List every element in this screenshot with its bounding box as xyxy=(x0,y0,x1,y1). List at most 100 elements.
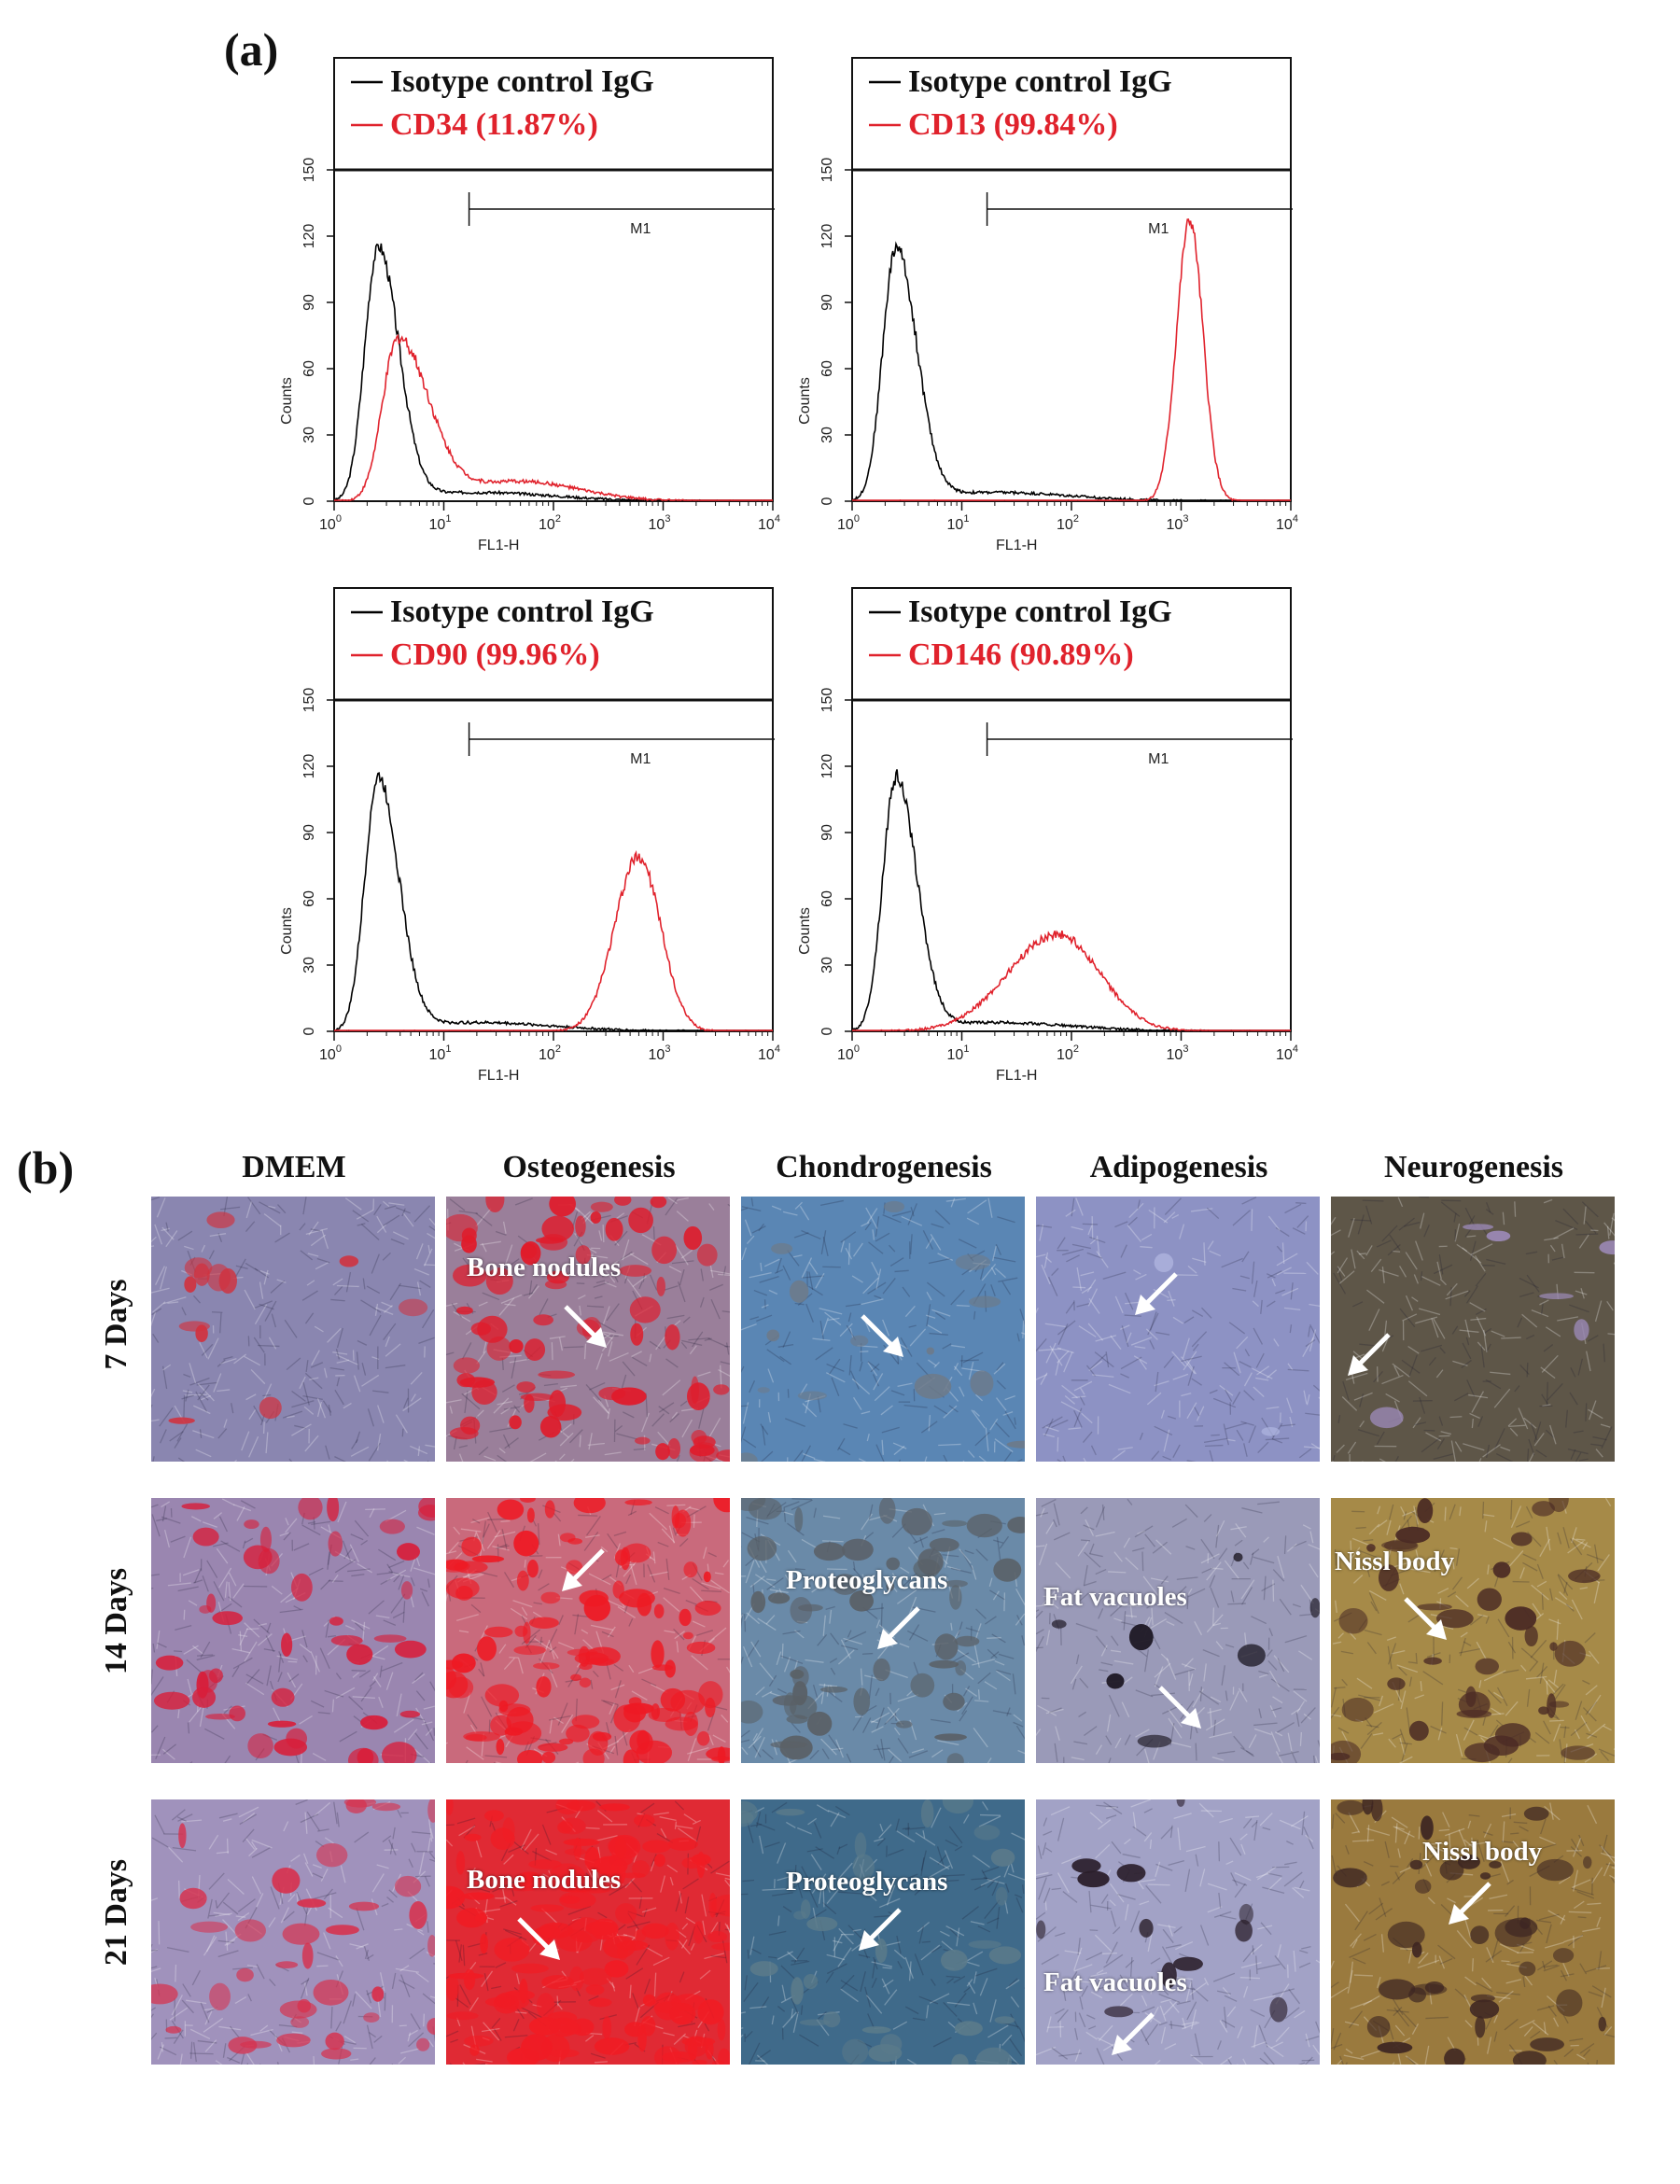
cell-fiber xyxy=(882,1214,902,1224)
cell-fiber xyxy=(926,1880,933,1889)
cell-fiber xyxy=(936,1846,945,1869)
cell-fiber xyxy=(860,1971,866,1993)
cell-fiber xyxy=(1275,1751,1283,1763)
cell-fiber xyxy=(944,1850,954,1869)
cell-fiber xyxy=(675,1893,682,1912)
cell-fiber xyxy=(216,1547,229,1564)
cell-fiber xyxy=(175,1625,192,1631)
stain-spot xyxy=(975,2047,1012,2065)
stain-spot xyxy=(1523,1806,1549,1821)
arrow-icon xyxy=(859,1908,902,1951)
cell-fiber xyxy=(768,1955,777,1959)
cell-fiber xyxy=(1192,1688,1204,1708)
cell-fiber xyxy=(503,1928,522,1935)
stain-spot xyxy=(533,1314,553,1326)
cell-fiber xyxy=(248,1847,258,1857)
cell-fiber xyxy=(1589,1400,1597,1421)
stain-spot xyxy=(819,1686,848,1693)
stain-spot xyxy=(563,1838,600,1846)
cell-fiber xyxy=(1399,1729,1407,1744)
cell-fiber xyxy=(245,1393,257,1401)
cell-fiber xyxy=(1236,1336,1249,1350)
stain-spot xyxy=(609,1859,626,1887)
cell-fiber xyxy=(558,1453,566,1461)
micrograph-texture xyxy=(1036,1197,1320,1462)
cell-fiber xyxy=(242,1828,255,1843)
cell-fiber xyxy=(746,1517,769,1525)
cell-fiber xyxy=(965,1961,980,1967)
y-axis-label: Counts xyxy=(797,907,813,955)
cell-fiber xyxy=(343,2000,352,2024)
cell-fiber xyxy=(1549,1424,1557,1445)
stain-spot xyxy=(1337,1799,1365,1815)
cell-fiber xyxy=(929,1332,948,1336)
cell-fiber xyxy=(413,1267,429,1276)
cell-fiber xyxy=(161,1505,167,1522)
y-tick-label: 120 xyxy=(301,754,317,779)
cell-fiber xyxy=(1404,1830,1411,1845)
cell-fiber xyxy=(801,1866,812,1885)
cell-fiber xyxy=(271,1585,283,1595)
cell-fiber xyxy=(279,1608,303,1614)
cell-fiber xyxy=(937,1854,947,1865)
cell-fiber xyxy=(725,1666,730,1673)
cell-fiber xyxy=(1015,1725,1025,1741)
cell-fiber xyxy=(959,1548,972,1564)
cell-fiber xyxy=(1243,1443,1248,1457)
cell-fiber xyxy=(897,1693,919,1702)
cell-fiber xyxy=(1399,1737,1406,1756)
y-tick-label: 30 xyxy=(819,957,835,973)
cell-fiber xyxy=(1546,1381,1548,1406)
stain-spot xyxy=(1552,1948,1575,1963)
cell-fiber xyxy=(1036,1545,1045,1547)
cell-fiber xyxy=(836,1846,841,1855)
cell-fiber xyxy=(1591,1867,1603,1884)
cell-fiber xyxy=(1065,1301,1075,1314)
cell-fiber xyxy=(897,1961,903,1969)
cell-fiber xyxy=(1351,1939,1358,1949)
cell-fiber xyxy=(393,1231,409,1240)
cell-fiber xyxy=(368,1442,381,1462)
cell-fiber xyxy=(304,1372,323,1390)
cell-fiber xyxy=(336,1327,343,1349)
cell-fiber xyxy=(1452,1561,1455,1570)
cell-fiber xyxy=(335,2021,343,2032)
cell-fiber xyxy=(483,1973,489,1992)
cell-fiber xyxy=(1036,1629,1044,1635)
cell-fiber xyxy=(1248,1425,1257,1444)
cell-fiber xyxy=(429,1858,435,1862)
cell-fiber xyxy=(455,1997,469,2009)
cell-fiber xyxy=(155,1736,166,1759)
stain-spot xyxy=(940,1949,968,1971)
stain-spot xyxy=(966,1513,1002,1538)
micrograph-neurogenesis-7-days xyxy=(1331,1197,1615,1462)
cell-fiber xyxy=(692,1331,704,1348)
cell-fiber xyxy=(882,1278,896,1295)
cell-fiber xyxy=(1592,1435,1607,1441)
cell-fiber xyxy=(1046,2016,1052,2033)
cell-fiber xyxy=(676,1197,689,1201)
cell-fiber xyxy=(1302,1337,1314,1357)
legend-entry: Isotype control IgG xyxy=(908,64,1172,99)
cell-fiber xyxy=(753,1289,768,1296)
cell-fiber xyxy=(514,1197,533,1206)
cell-fiber xyxy=(1295,1712,1300,1727)
cell-fiber xyxy=(493,2028,502,2041)
cell-fiber xyxy=(1127,1216,1138,1226)
cell-fiber xyxy=(247,1197,261,1215)
stain-spot xyxy=(329,1617,343,1626)
cell-fiber xyxy=(822,1515,841,1519)
stain-spot xyxy=(218,1267,237,1295)
cell-fiber xyxy=(1287,1363,1294,1371)
cell-fiber xyxy=(1122,1853,1141,1859)
cell-fiber xyxy=(1274,1731,1283,1737)
cell-fiber xyxy=(1504,2018,1519,2031)
stain-spot xyxy=(605,1217,623,1241)
arrow-icon xyxy=(861,1314,903,1357)
cell-fiber xyxy=(926,1281,945,1297)
cell-fiber xyxy=(1098,1984,1114,1990)
cell-fiber xyxy=(1085,1365,1097,1377)
cell-fiber xyxy=(801,1275,824,1279)
stain-spot xyxy=(1331,1740,1362,1763)
stain-spot xyxy=(1519,1961,1536,1977)
